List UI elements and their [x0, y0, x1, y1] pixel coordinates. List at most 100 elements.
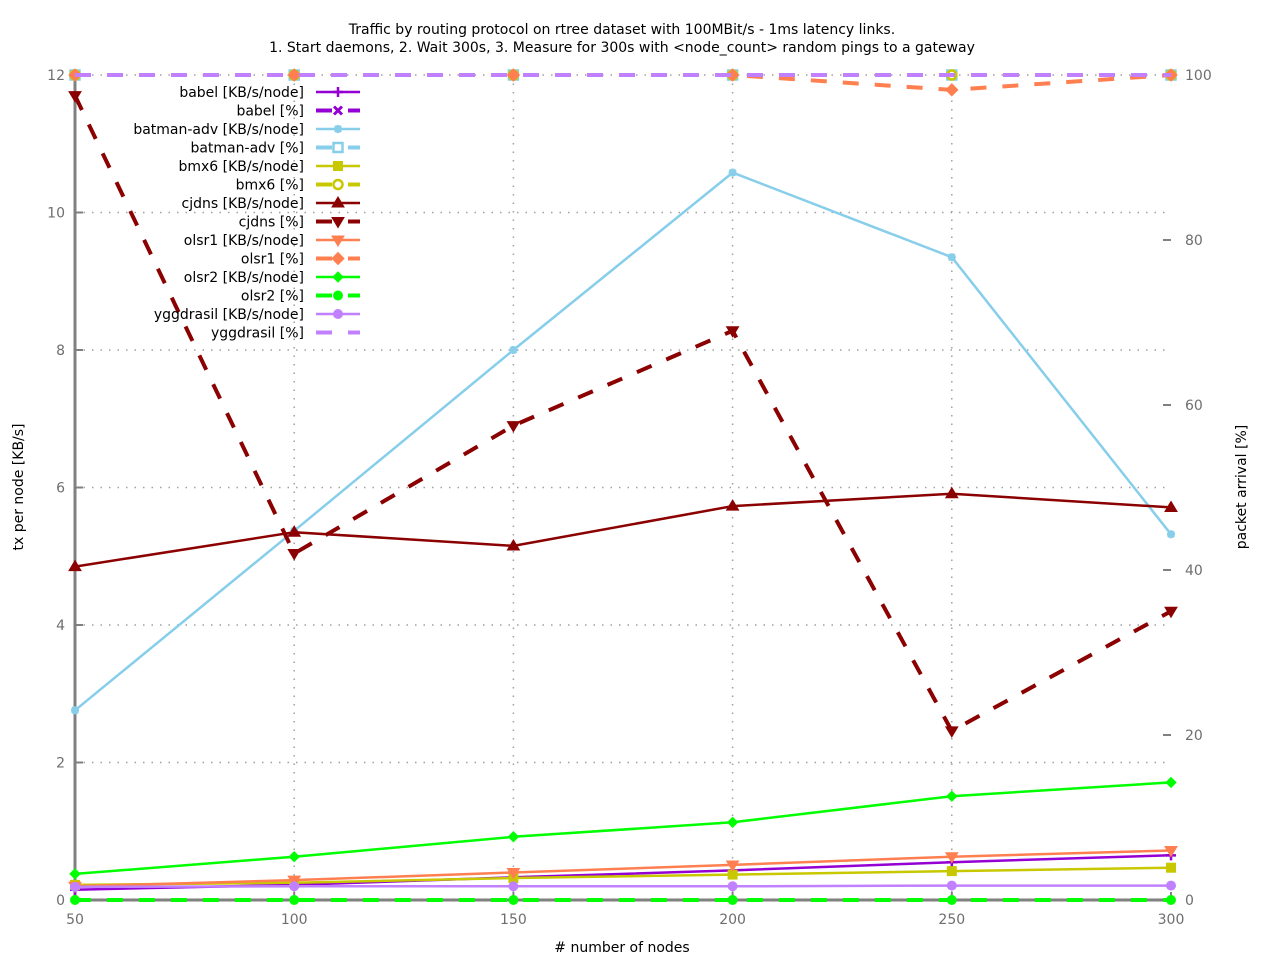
data-point: [1164, 846, 1178, 858]
data-point: [289, 895, 300, 905]
legend-item-batman-adv: batman-adv [%]: [190, 141, 360, 157]
legend-label: olsr1 [KB/s/node]: [184, 233, 304, 249]
y2-tick-label: 100: [1185, 68, 1212, 84]
legend-item-olsr1-kb-s-node: olsr1 [KB/s/node]: [184, 233, 360, 249]
data-point: [1166, 895, 1176, 905]
data-point: [946, 790, 958, 802]
series-line: [74, 492, 1172, 568]
x-tick-label: 50: [66, 912, 84, 928]
data-point: [289, 881, 300, 892]
series-layer: [68, 68, 1178, 905]
series-cjdns: [68, 91, 1178, 738]
legend-item-olsr1: olsr1 [%]: [241, 252, 360, 268]
legend-item-babel: babel [%]: [236, 104, 360, 120]
y2-tick-label: 0: [1185, 893, 1194, 909]
data-point: [1164, 500, 1178, 512]
data-point: [71, 706, 79, 715]
legend-item-cjdns: cjdns [%]: [239, 215, 360, 231]
legend-label: yggdrasil [%]: [211, 326, 304, 342]
series-olsr2-kb-s-node: [69, 776, 1177, 880]
series-line: [74, 866, 1172, 887]
data-point: [287, 68, 301, 82]
data-point: [947, 253, 956, 262]
data-point: [726, 816, 739, 829]
legend-label: batman-adv [%]: [190, 141, 304, 157]
legend-item-bmx6-kb-s-node: bmx6 [KB/s/node]: [178, 159, 360, 175]
series-yggdrasil-kb-s-node: [70, 880, 1176, 892]
series-olsr2: [70, 895, 1176, 905]
y-tick-label: 8: [56, 343, 65, 359]
x-tick-label: 250: [938, 912, 965, 928]
legend-item-bmx6: bmx6 [%]: [236, 178, 360, 194]
data-point: [1164, 606, 1178, 619]
data-point: [506, 68, 521, 82]
legend-marker: [332, 178, 344, 191]
legend-label: olsr2 [%]: [241, 289, 304, 305]
legend-marker: [331, 196, 345, 208]
chart-subtitle: 1. Start daemons, 2. Wait 300s, 3. Measu…: [269, 40, 975, 56]
legend-item-batman-adv-kb-s-node: batman-adv [KB/s/node]: [133, 122, 360, 138]
x-tick-label: 200: [719, 912, 746, 928]
legend-marker: [333, 161, 343, 171]
legend-item-olsr2: olsr2 [%]: [241, 289, 360, 305]
legend-label: yggdrasil [KB/s/node]: [154, 307, 304, 323]
y2-tick-label: 60: [1185, 398, 1203, 414]
y-tick-label: 10: [47, 206, 65, 222]
data-point: [70, 895, 80, 905]
y-axis-title: tx per node [KB/s]: [11, 423, 27, 550]
data-point: [725, 326, 740, 338]
data-point: [944, 852, 959, 864]
legend-label: batman-adv [KB/s/node]: [133, 122, 304, 138]
data-point: [946, 880, 957, 891]
legend-label: bmx6 [KB/s/node]: [178, 159, 304, 175]
data-point: [1167, 530, 1175, 539]
data-point: [287, 525, 302, 537]
data-point: [68, 91, 82, 103]
legend-marker: [331, 217, 345, 229]
data-point: [944, 486, 959, 499]
data-point: [506, 868, 521, 880]
x-tick-label: 150: [500, 912, 527, 928]
data-point: [946, 866, 957, 877]
data-point: [508, 881, 519, 892]
series-line: [74, 849, 1172, 888]
legend-label: babel [%]: [236, 104, 304, 120]
data-point: [727, 881, 738, 892]
data-point: [509, 346, 518, 354]
series-cjdns-kb-s-node: [68, 486, 1178, 572]
legend-marker: [331, 235, 345, 247]
data-point: [287, 875, 302, 888]
data-point: [725, 860, 740, 872]
data-point: [945, 83, 959, 97]
legend-marker: [331, 251, 345, 266]
series-line: [74, 171, 1172, 712]
legend-label: olsr2 [KB/s/node]: [184, 270, 304, 286]
data-point: [946, 895, 957, 905]
data-point: [506, 421, 521, 433]
y2-tick-label: 40: [1185, 563, 1203, 579]
data-point: [288, 850, 300, 863]
data-point: [725, 499, 740, 511]
data-point: [944, 726, 959, 738]
legend-marker: [333, 87, 343, 97]
legend-marker: [333, 290, 343, 301]
legend-label: babel [KB/s/node]: [179, 85, 304, 101]
y2-axis-title: packet arrival [%]: [1234, 425, 1250, 550]
series-line: [74, 884, 1171, 889]
legend-label: cjdns [%]: [239, 215, 304, 231]
data-point: [69, 868, 81, 880]
legend-marker: [332, 271, 344, 283]
y-tick-label: 2: [56, 756, 65, 772]
legend-marker: [332, 105, 344, 116]
legend-item-olsr2-kb-s-node: olsr2 [KB/s/node]: [184, 270, 360, 286]
legend-label: cjdns [KB/s/node]: [182, 196, 304, 212]
data-point: [1165, 776, 1177, 789]
legend-marker: [334, 125, 342, 133]
data-point: [68, 559, 82, 572]
legend-label: bmx6 [%]: [236, 178, 304, 194]
data-point: [1166, 880, 1176, 891]
data-point: [1166, 862, 1176, 873]
data-point: [507, 831, 520, 843]
